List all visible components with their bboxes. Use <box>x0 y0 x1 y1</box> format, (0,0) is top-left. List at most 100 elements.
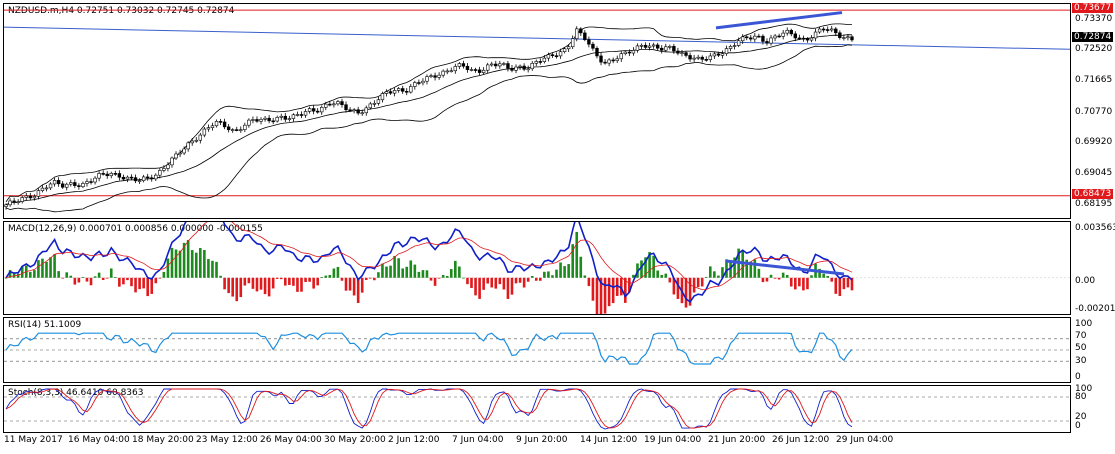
candle-body <box>275 117 279 122</box>
macd-histogram-bar <box>401 268 404 278</box>
candle-body <box>473 69 478 71</box>
candle-body <box>481 69 486 73</box>
macd-histogram-bar <box>243 277 247 286</box>
candle-body <box>174 153 178 159</box>
macd-histogram-bar <box>725 259 728 278</box>
macd-histogram-bar <box>150 277 154 294</box>
candle-body <box>89 181 93 183</box>
time-tick-label: 19 Jun 04:00 <box>644 435 702 445</box>
candle-body <box>360 112 364 115</box>
stoch-tick-label: 0 <box>1075 421 1081 431</box>
candle-body <box>785 29 789 34</box>
candle-body <box>121 176 126 180</box>
rsi-tick-label: 100 <box>1075 319 1093 329</box>
macd-histogram-bar <box>89 277 93 286</box>
macd-histogram-bar <box>20 266 24 278</box>
candle-body <box>728 46 733 49</box>
macd-histogram-bar <box>834 277 838 294</box>
macd-histogram-bar <box>29 271 32 278</box>
candle-body <box>198 134 203 141</box>
macd-histogram-bar <box>632 274 635 278</box>
macd-histogram-bar <box>328 274 332 278</box>
candle-body <box>421 80 425 84</box>
macd-histogram-bar <box>405 266 409 278</box>
price-tag-high-level: 0.73677 <box>1072 3 1114 14</box>
macd-histogram-bar <box>765 277 769 282</box>
macd-histogram-bar <box>785 274 789 278</box>
macd-histogram-bar <box>579 256 583 278</box>
macd-histogram-bar <box>478 277 481 299</box>
macd-histogram-bar <box>259 277 263 290</box>
macd-histogram-bar <box>162 271 166 278</box>
macd-histogram-bar <box>146 277 149 297</box>
macd-histogram-bar <box>53 254 56 278</box>
macd-tick-label: -0.002014 <box>1075 304 1115 314</box>
candle-body <box>376 99 381 104</box>
macd-histogram-bar <box>381 263 384 278</box>
macd-histogram-bar <box>571 244 574 278</box>
macd-histogram-bar <box>502 277 506 290</box>
macd-histogram-bar <box>126 277 129 281</box>
macd-histogram-bar <box>526 277 530 282</box>
macd-histogram-bar <box>704 276 708 278</box>
candle-body <box>830 28 834 31</box>
macd-histogram-bar <box>247 277 251 284</box>
candle-body <box>635 45 640 51</box>
candle-body <box>498 63 502 67</box>
macd-histogram-bar <box>745 259 749 278</box>
candle-body <box>40 187 45 191</box>
candle-body <box>740 36 745 42</box>
candle-body <box>352 109 356 112</box>
candle-body <box>117 173 122 178</box>
macd-histogram-bar <box>794 277 797 290</box>
candle-body <box>708 55 713 60</box>
macd-histogram-bar <box>648 252 651 278</box>
price-pane[interactable]: NZDUSD.m,H4 0.72751 0.73032 0.72745 0.72… <box>3 3 1071 219</box>
rsi-line <box>5 332 853 365</box>
candle-body <box>186 142 190 150</box>
rsi-pane[interactable]: RSI(14) 51.1009 <box>3 317 1071 383</box>
candle-body <box>162 168 166 171</box>
candle-body <box>129 176 134 179</box>
macd-histogram-bar <box>628 277 631 293</box>
candle-body <box>263 117 267 120</box>
macd-histogram-bar <box>684 277 688 308</box>
macd-histogram-bar <box>664 273 668 278</box>
candle-body <box>4 204 8 207</box>
macd-histogram-bar <box>773 277 777 279</box>
candle-body <box>170 157 174 166</box>
macd-histogram-bar <box>449 269 453 278</box>
macd-histogram-bar <box>696 277 700 288</box>
macd-pane[interactable]: MACD(12,26,9) 0.000701 0.000856 0.000000… <box>3 221 1071 315</box>
price-tick-label: 0.73370 <box>1075 14 1113 25</box>
macd-histogram-bar <box>182 242 186 278</box>
candle-body <box>36 190 41 197</box>
candle-body <box>757 35 761 38</box>
rsi-tick-label: 0 <box>1075 372 1081 382</box>
macd-histogram-bar <box>761 277 765 283</box>
candle-body <box>291 114 296 119</box>
macd-histogram-bar <box>445 275 449 278</box>
candle-body <box>109 173 113 177</box>
macd-histogram-bar <box>433 277 437 286</box>
macd-histogram-bar <box>640 260 643 278</box>
candle-body <box>311 108 316 112</box>
candle-body <box>271 120 275 123</box>
macd-histogram-bar <box>551 275 554 278</box>
candle-body <box>133 177 138 182</box>
candle-body <box>202 128 207 136</box>
macd-histogram-bar <box>583 275 587 278</box>
macd-histogram-bar <box>672 277 676 295</box>
macd-histogram-bar <box>166 258 170 278</box>
stoch-pane[interactable]: Stoch(8,3,3) 46.6410 60.8363 <box>3 385 1071 433</box>
time-tick-label: 21 Jun 20:00 <box>708 435 766 445</box>
macd-histogram-bar <box>599 277 603 314</box>
rsi-tick-label: 50 <box>1075 343 1087 353</box>
macd-histogram-bar <box>385 266 388 278</box>
macd-histogram-bar <box>700 277 704 287</box>
candle-body <box>16 201 20 203</box>
rsi-tick-label: 30 <box>1075 356 1087 366</box>
candle-body <box>267 117 271 122</box>
macd-histogram-bar <box>806 277 809 290</box>
candle-body <box>813 31 818 39</box>
